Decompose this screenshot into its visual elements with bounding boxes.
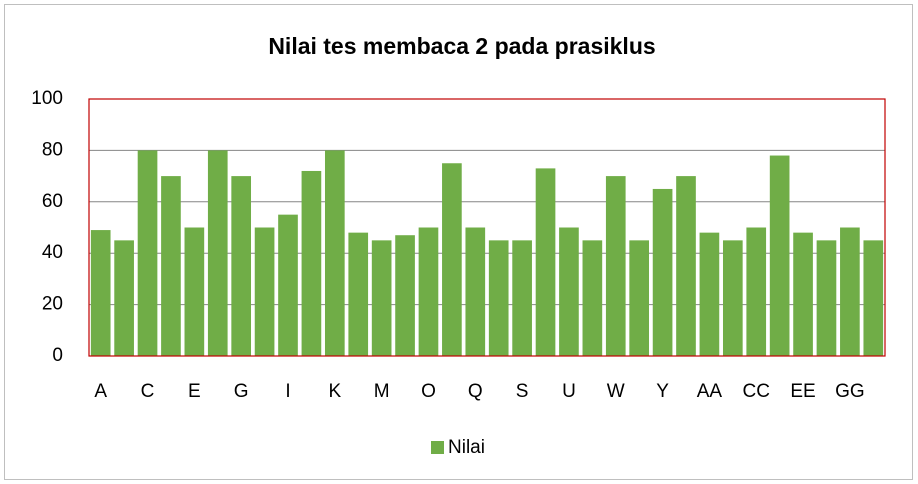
bar: [863, 240, 884, 356]
y-tick-label: 0: [52, 345, 63, 366]
bar: [652, 188, 673, 356]
x-tick-label: Y: [656, 381, 669, 402]
bar: [442, 163, 462, 356]
bar: [254, 227, 275, 356]
bar: [840, 227, 860, 356]
bar: [278, 214, 298, 356]
x-tick-label: M: [374, 381, 390, 402]
bar: [184, 227, 205, 356]
bar: [161, 176, 181, 356]
x-tick-label: GG: [835, 381, 865, 402]
bar: [90, 230, 111, 356]
bar: [137, 150, 158, 356]
bar: [676, 176, 696, 356]
bar: [535, 168, 556, 356]
bar: [418, 227, 439, 356]
bar: [512, 240, 532, 356]
x-tick-label: G: [234, 381, 249, 402]
x-tick-label: Q: [468, 381, 483, 402]
bar: [582, 240, 603, 356]
bar: [629, 240, 650, 356]
bar: [465, 227, 486, 356]
x-tick-label: E: [188, 381, 201, 402]
bar: [699, 232, 720, 356]
x-tick-label: O: [421, 381, 436, 402]
bar: [793, 232, 813, 356]
bar: [348, 232, 369, 356]
y-tick-label: 40: [42, 242, 63, 263]
bar: [395, 235, 415, 356]
x-tick-label: A: [94, 381, 107, 402]
bar: [769, 155, 790, 356]
x-tick-label: S: [516, 381, 529, 402]
plot-border: [88, 98, 886, 357]
x-tick-label: I: [285, 381, 290, 402]
x-tick-label: K: [328, 381, 341, 402]
legend-swatch: [431, 441, 444, 454]
x-tick-label: CC: [743, 381, 770, 402]
bar: [231, 176, 252, 356]
x-tick-label: AA: [697, 381, 723, 402]
x-tick-label: W: [607, 381, 625, 402]
chart-title: Nilai tes membaca 2 pada prasiklus: [268, 33, 655, 59]
bar: [207, 150, 228, 356]
bar: [559, 227, 579, 356]
x-tick-label: U: [562, 381, 576, 402]
y-tick-label: 100: [31, 88, 63, 109]
x-tick-label: EE: [790, 381, 815, 402]
bar: [324, 150, 345, 356]
bar: [371, 240, 392, 356]
bar: [746, 227, 767, 356]
legend-label: Nilai: [448, 437, 485, 458]
bar: [301, 170, 322, 356]
y-tick-label: 20: [42, 294, 63, 315]
bar: [114, 240, 134, 356]
y-tick-label: 60: [42, 191, 63, 212]
bar: [816, 240, 837, 356]
y-tick-label: 80: [42, 139, 63, 160]
bar: [722, 240, 743, 356]
bar: [488, 240, 509, 356]
bar: [605, 176, 626, 356]
x-tick-label: C: [141, 381, 155, 402]
